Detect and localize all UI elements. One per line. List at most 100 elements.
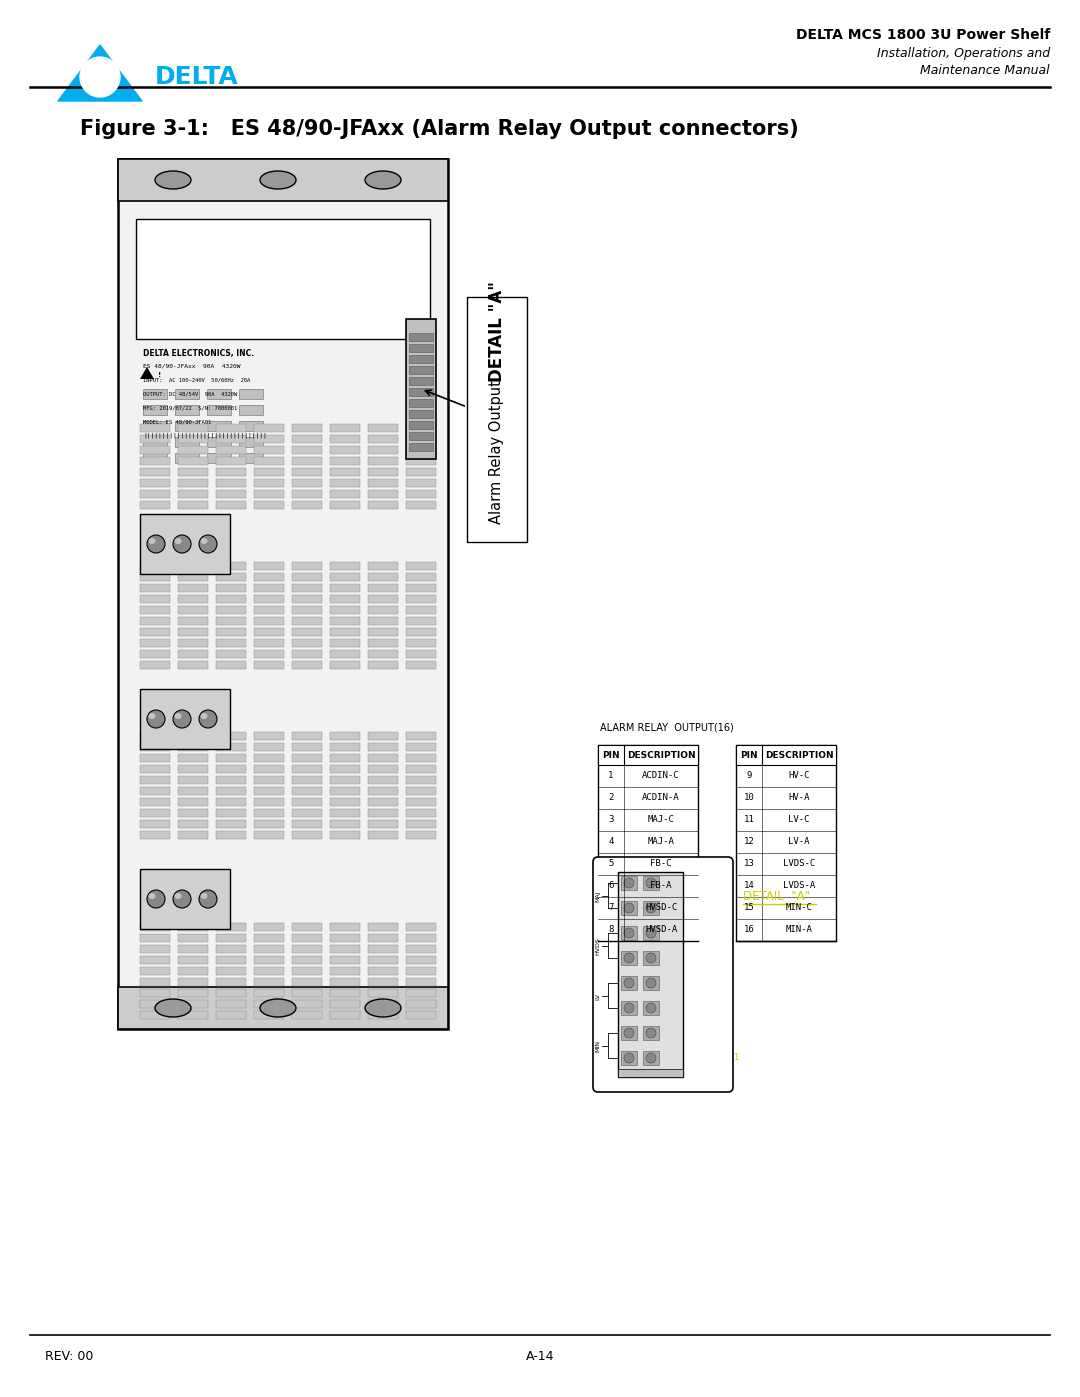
Bar: [216, 935, 246, 942]
Bar: [292, 446, 322, 454]
Bar: [254, 661, 284, 669]
Bar: [406, 732, 436, 740]
Bar: [406, 606, 436, 615]
Bar: [254, 732, 284, 740]
Bar: [368, 502, 399, 509]
Bar: [292, 457, 322, 465]
Text: MAJ: MAJ: [595, 890, 600, 901]
Bar: [216, 820, 246, 828]
Text: LVDS-C: LVDS-C: [783, 859, 815, 869]
Bar: [178, 457, 208, 465]
Bar: [254, 775, 284, 784]
Bar: [292, 743, 322, 752]
Bar: [292, 425, 322, 432]
Circle shape: [646, 928, 656, 937]
Bar: [175, 405, 199, 415]
Text: LV-A: LV-A: [788, 837, 810, 847]
Text: MODEL: ES 48/90-JFA01: MODEL: ES 48/90-JFA01: [143, 419, 212, 425]
Bar: [368, 434, 399, 443]
Bar: [140, 978, 170, 986]
Bar: [330, 661, 360, 669]
Bar: [216, 923, 246, 930]
Text: 13: 13: [744, 859, 754, 869]
Bar: [406, 798, 436, 806]
Bar: [330, 502, 360, 509]
Text: FB-A: FB-A: [650, 882, 672, 890]
Bar: [406, 923, 436, 930]
Bar: [140, 956, 170, 964]
Text: ALARM RELAY  OUTPUT(16): ALARM RELAY OUTPUT(16): [600, 722, 733, 732]
Bar: [216, 978, 246, 986]
Bar: [140, 989, 170, 997]
Ellipse shape: [201, 893, 207, 900]
Bar: [216, 502, 246, 509]
Bar: [368, 446, 399, 454]
Bar: [216, 573, 246, 581]
Bar: [118, 988, 448, 1030]
Text: Maintenance Manual: Maintenance Manual: [920, 63, 1050, 77]
Bar: [330, 743, 360, 752]
Bar: [292, 650, 322, 658]
Bar: [330, 457, 360, 465]
Text: MIN-A: MIN-A: [785, 925, 812, 935]
Bar: [330, 775, 360, 784]
Bar: [178, 617, 208, 624]
Ellipse shape: [260, 999, 296, 1017]
Bar: [175, 388, 199, 400]
Bar: [621, 951, 637, 965]
Bar: [216, 798, 246, 806]
Bar: [409, 366, 433, 374]
Bar: [216, 766, 246, 773]
Bar: [368, 490, 399, 497]
Text: 3: 3: [608, 816, 613, 824]
Bar: [368, 820, 399, 828]
Bar: [330, 434, 360, 443]
Bar: [409, 432, 433, 440]
Text: Alarm Relay Output: Alarm Relay Output: [489, 380, 504, 524]
Text: 15: 15: [744, 904, 754, 912]
Bar: [140, 869, 230, 929]
Bar: [621, 901, 637, 915]
Bar: [178, 629, 208, 636]
Bar: [292, 606, 322, 615]
Text: MIN: MIN: [595, 1039, 600, 1052]
Bar: [178, 606, 208, 615]
Bar: [406, 944, 436, 953]
Text: ACDIN-C: ACDIN-C: [643, 771, 679, 781]
Bar: [178, 661, 208, 669]
Bar: [406, 743, 436, 752]
Bar: [175, 420, 199, 432]
Text: HV-A: HV-A: [788, 793, 810, 802]
Bar: [140, 754, 170, 761]
Bar: [330, 606, 360, 615]
Bar: [254, 490, 284, 497]
Bar: [254, 606, 284, 615]
Text: 7: 7: [608, 904, 613, 912]
Ellipse shape: [365, 170, 401, 189]
Bar: [406, 820, 436, 828]
Circle shape: [624, 902, 634, 914]
Bar: [140, 967, 170, 975]
Bar: [239, 420, 264, 432]
Bar: [292, 1011, 322, 1018]
Bar: [368, 775, 399, 784]
Text: FB-C: FB-C: [650, 859, 672, 869]
Bar: [330, 638, 360, 647]
Bar: [178, 809, 208, 817]
Bar: [178, 468, 208, 476]
Bar: [330, 978, 360, 986]
Bar: [292, 573, 322, 581]
Text: 10: 10: [744, 793, 754, 802]
Text: INPUT:  AC 100~240V  50/60Hz  20A: INPUT: AC 100~240V 50/60Hz 20A: [143, 377, 251, 381]
Bar: [292, 732, 322, 740]
Bar: [368, 468, 399, 476]
Bar: [254, 638, 284, 647]
Bar: [368, 650, 399, 658]
Bar: [330, 479, 360, 488]
Bar: [178, 502, 208, 509]
Circle shape: [646, 902, 656, 914]
Ellipse shape: [173, 890, 191, 908]
Polygon shape: [140, 367, 154, 379]
Bar: [368, 595, 399, 604]
Text: DELTA ELECTRONICS, INC.: DELTA ELECTRONICS, INC.: [143, 349, 254, 358]
